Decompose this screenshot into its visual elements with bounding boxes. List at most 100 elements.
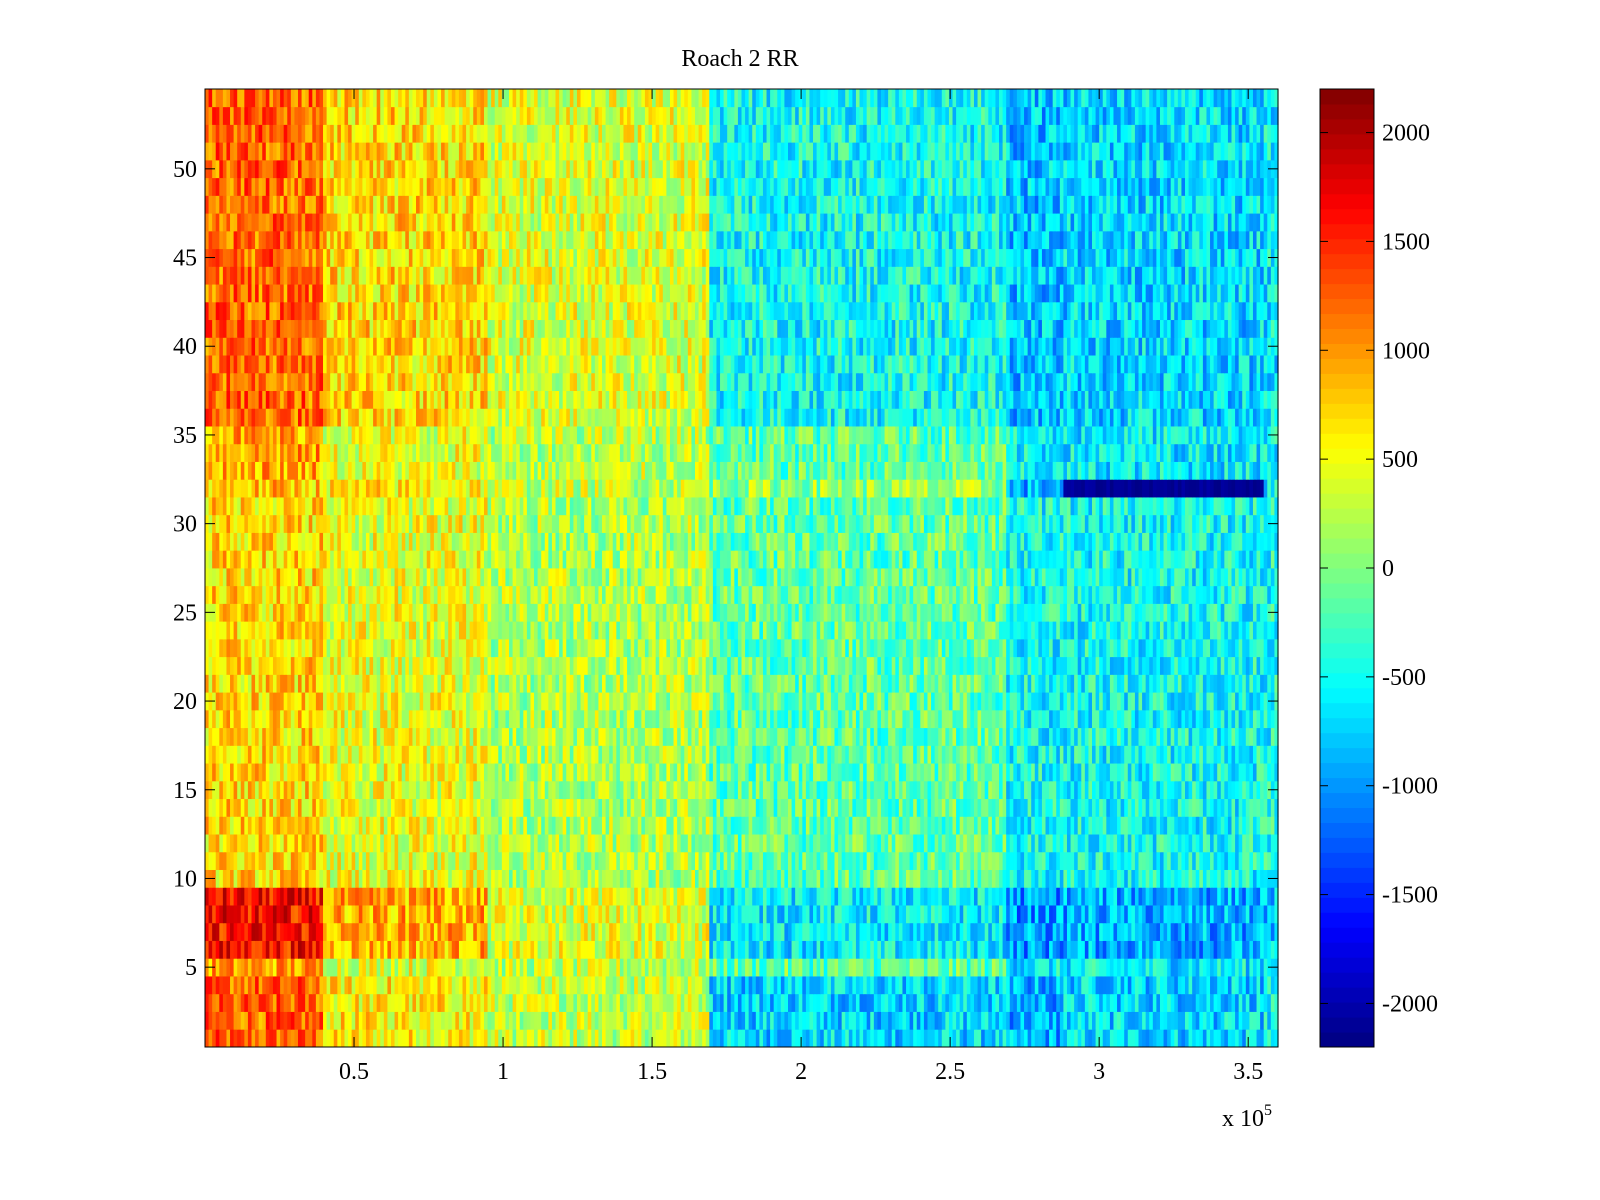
heatmap-cell: [620, 958, 624, 976]
heatmap-cell: [663, 941, 667, 959]
heatmap-cell: [824, 941, 828, 959]
heatmap-cell: [234, 941, 238, 959]
heatmap-cell: [924, 994, 928, 1012]
heatmap-cell: [981, 1029, 985, 1047]
heatmap-cell: [1156, 923, 1160, 941]
heatmap-cell: [1267, 941, 1271, 959]
heatmap-cell: [767, 923, 771, 941]
heatmap-cell: [1031, 1012, 1035, 1030]
heatmap-cell: [613, 958, 617, 976]
heatmap-cell: [1017, 1012, 1021, 1030]
heatmap-cell: [716, 976, 720, 994]
heatmap-cell: [1149, 1012, 1153, 1030]
heatmap-cell: [545, 994, 549, 1012]
heatmap-cell: [530, 994, 534, 1012]
heatmap-cell: [380, 923, 384, 941]
heatmap-cell: [995, 1012, 999, 1030]
heatmap-cell: [541, 1012, 545, 1030]
heatmap-cell: [248, 1012, 252, 1030]
heatmap-cell: [402, 923, 406, 941]
heatmap-cell: [459, 994, 463, 1012]
heatmap-cell: [1035, 923, 1039, 941]
heatmap-cell: [559, 1012, 563, 1030]
heatmap-cell: [1217, 1029, 1221, 1047]
heatmap-cell: [455, 1029, 459, 1047]
heatmap-cell: [1078, 958, 1082, 976]
heatmap-cell: [752, 976, 756, 994]
heatmap-cell: [409, 1029, 413, 1047]
heatmap-cell: [1192, 958, 1196, 976]
heatmap-cell: [538, 1029, 542, 1047]
heatmap-cell: [387, 941, 391, 959]
heatmap-cell: [1071, 941, 1075, 959]
heatmap-cell: [420, 941, 424, 959]
heatmap-cell: [1042, 1029, 1046, 1047]
heatmap-cell: [1160, 958, 1164, 976]
heatmap-cell: [910, 1012, 914, 1030]
heatmap-cell: [1149, 994, 1153, 1012]
heatmap-cell: [534, 923, 538, 941]
heatmap-cell: [1203, 1029, 1207, 1047]
heatmap-cell: [699, 1012, 703, 1030]
heatmap-cell: [491, 958, 495, 976]
heatmap-cell: [917, 994, 921, 1012]
heatmap-cell: [1239, 941, 1243, 959]
heatmap-cell: [423, 976, 427, 994]
heatmap-cell: [520, 941, 524, 959]
heatmap-cell: [1121, 994, 1125, 1012]
heatmap-cell: [1214, 1029, 1218, 1047]
heatmap-cell: [960, 976, 964, 994]
heatmap-cell: [1113, 923, 1117, 941]
heatmap-cell: [820, 976, 824, 994]
heatmap-cell: [470, 923, 474, 941]
heatmap-cell: [967, 941, 971, 959]
heatmap-cell: [534, 994, 538, 1012]
heatmap-cell: [387, 994, 391, 1012]
heatmap-cell: [799, 941, 803, 959]
heatmap-cell: [466, 994, 470, 1012]
heatmap-cell: [999, 994, 1003, 1012]
heatmap-cell: [552, 1029, 556, 1047]
heatmap-cell: [255, 1012, 259, 1030]
heatmap-cell: [234, 1029, 238, 1047]
heatmap-cell: [241, 976, 245, 994]
heatmap-cell: [1024, 976, 1028, 994]
heatmap-cell: [813, 1012, 817, 1030]
heatmap-cell: [716, 941, 720, 959]
heatmap-cell: [920, 976, 924, 994]
heatmap-cell: [963, 941, 967, 959]
heatmap-cell: [666, 941, 670, 959]
heatmap-cell: [942, 958, 946, 976]
heatmap-cell: [842, 976, 846, 994]
heatmap-cell: [323, 976, 327, 994]
heatmap-cell: [1006, 1029, 1010, 1047]
heatmap-cell: [888, 1012, 892, 1030]
heatmap-cell: [412, 958, 416, 976]
heatmap-cell: [845, 941, 849, 959]
heatmap-cell: [1085, 994, 1089, 1012]
heatmap-cell: [398, 941, 402, 959]
heatmap-cell: [684, 1029, 688, 1047]
heatmap-cell: [581, 958, 585, 976]
heatmap-cell: [355, 976, 359, 994]
heatmap-cell: [649, 1012, 653, 1030]
heatmap-cell: [323, 941, 327, 959]
heatmap-cell: [355, 923, 359, 941]
heatmap-cell: [205, 923, 209, 941]
heatmap-cell: [305, 1012, 309, 1030]
heatmap-cell: [312, 994, 316, 1012]
heatmap-cell: [1264, 1012, 1268, 1030]
heatmap-cell: [1060, 976, 1064, 994]
heatmap-cell: [1196, 976, 1200, 994]
heatmap-cell: [666, 1012, 670, 1030]
heatmap-cell: [774, 994, 778, 1012]
heatmap-cell: [877, 976, 881, 994]
heatmap-cell: [1060, 958, 1064, 976]
heatmap-cell: [455, 958, 459, 976]
heatmap-cell: [212, 905, 216, 923]
heatmap-cell: [391, 994, 395, 1012]
heatmap-cell: [1164, 958, 1168, 976]
heatmap-cell: [269, 1029, 273, 1047]
heatmap-cell: [1088, 958, 1092, 976]
heatmap-cell: [899, 941, 903, 959]
